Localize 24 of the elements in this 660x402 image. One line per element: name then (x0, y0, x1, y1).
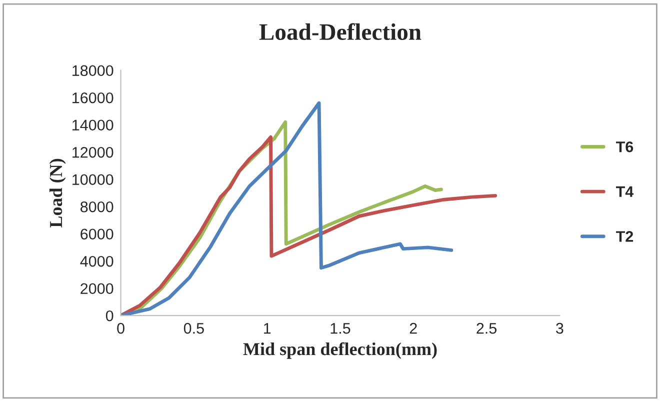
y-tick-label: 18000 (72, 65, 114, 76)
legend-label: T6 (616, 141, 634, 152)
y-tick-label: 16000 (72, 92, 114, 104)
x-tick-label: 1.5 (330, 323, 350, 334)
x-tick-label: 2 (410, 322, 417, 334)
y-tick-label: 10000 (72, 174, 114, 186)
x-axis-title: Mid span deflection(mm) (243, 342, 437, 359)
y-tick-label: 6000 (80, 228, 114, 240)
y-axis-title: Load (N) (49, 158, 66, 228)
y-tick-label: 12000 (72, 146, 114, 158)
x-tick-label: 0 (117, 322, 124, 334)
y-tick-label: 8000 (80, 201, 114, 212)
legend-label: T4 (616, 186, 634, 197)
x-tick-label: 3 (556, 322, 564, 334)
y-tick-label: 14000 (72, 120, 114, 131)
y-tick-label: 4000 (80, 256, 114, 267)
chart-title: Load-Deflection (259, 23, 422, 40)
y-tick-label: 0 (106, 310, 114, 322)
y-tick-label: 2000 (80, 283, 114, 294)
x-tick-label: 1 (264, 323, 271, 334)
x-tick-label: 0.5 (184, 322, 204, 334)
line-series (120, 135, 498, 316)
legend-label: T2 (616, 231, 634, 242)
x-tick-label: 2.5 (476, 322, 497, 334)
